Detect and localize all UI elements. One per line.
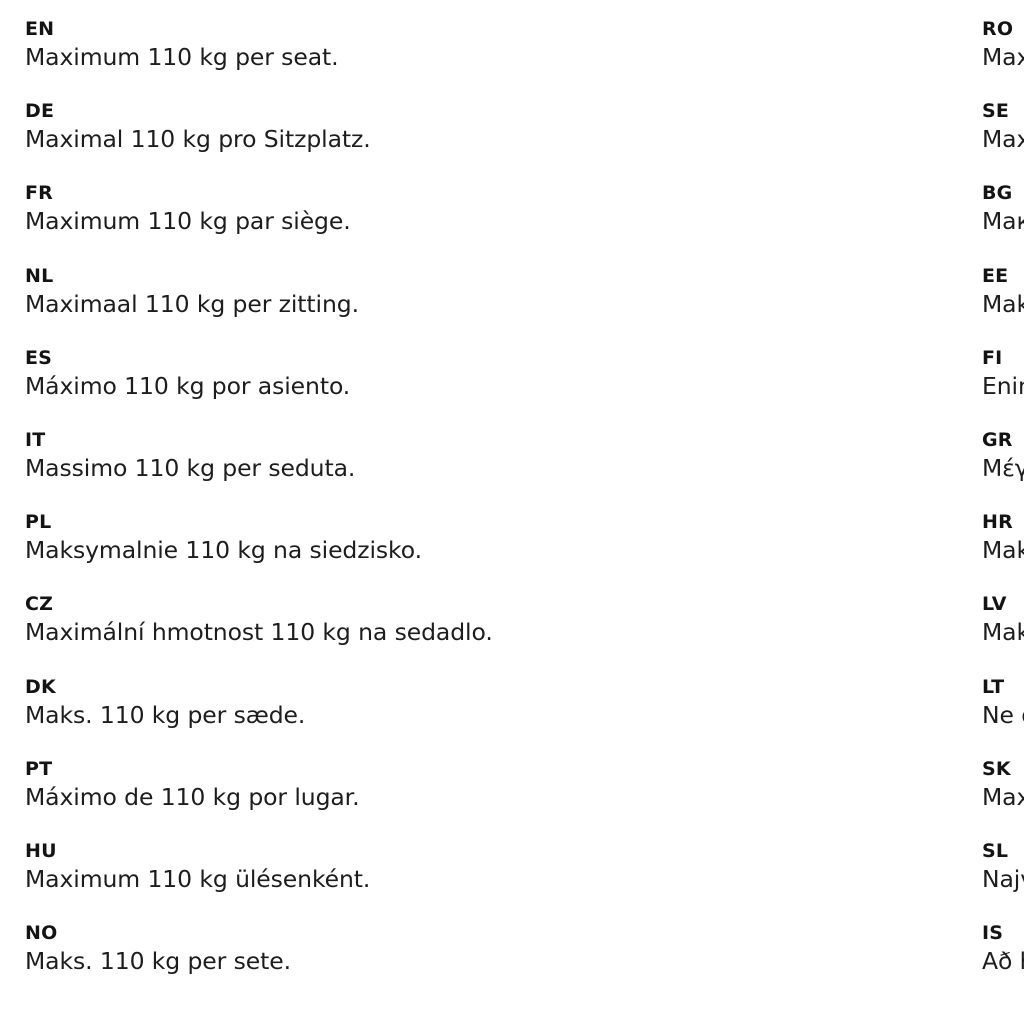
language-text: Maximálna nosnosť 110 kg na sedadlo. [982,782,1024,811]
language-text: Največ 110 kg na sedež. [982,864,1024,893]
language-column-left: EN Maximum 110 kg per seat. DE Maximal 1… [0,18,493,1004]
language-code: DE [25,100,55,123]
language-entry: BG Максимално 110 кг на седалка. [982,182,1024,264]
language-text: Максимално 110 кг на седалка. [982,207,1024,236]
language-text: Enintään 110 kg per istuin. [982,371,1024,400]
language-text: Maximalt 110 kg per säte. [982,125,1024,154]
language-entry: CZ Maximální hmotnost 110 kg na sedadlo. [25,593,493,675]
language-text: Máximo de 110 kg por lugar. [25,782,360,811]
language-code: PL [25,511,52,534]
language-entry: LV Maksimums 110 kg uz vienu sēdvietu. [982,593,1024,675]
language-entry: FR Maximum 110 kg par siège. [25,182,491,264]
language-code: HR [982,511,1013,534]
language-code: ES [25,346,53,369]
language-entry: EE Maksimaalselt 110 kg istme kohta. [982,264,1024,347]
language-text: Maks. 110 kg per sæde. [25,700,306,729]
language-text: Μέγιστο 110 κ. ανά κάθισμα. [982,453,1024,482]
language-code: NO [25,922,58,945]
language-code: LV [982,593,1007,616]
language-code: LT [982,675,1005,698]
language-code: RO [982,18,1014,40]
language-code: FR [25,182,54,205]
language-entry: DK Maks. 110 kg per sæde. [25,676,491,758]
language-text: Maks. 110 kg per sete. [25,947,291,976]
language-code: EE [982,264,1009,287]
language-entry: PT Máximo de 110 kg por lugar. [25,758,491,840]
language-entry: FI Enintään 110 kg per istuin. [982,346,1024,429]
language-text: Máximo 110 kg por asiento. [25,371,351,400]
language-text: Ne daugiau kaip 110 kg kiekvienai sėdyne… [982,700,1024,729]
language-text: Að hámarki 110 kg á hvert sæti. [982,947,1024,976]
language-entry: NL Maximaal 110 kg per zitting. [25,265,491,347]
language-entry: IS Að hámarki 110 kg á hvert sæti. [982,922,1024,1004]
language-code: CZ [25,593,54,616]
language-text: Maximální hmotnost 110 kg na sedadlo. [25,618,493,647]
language-entry: SL Največ 110 kg na sedež. [982,839,1024,922]
language-text: Maksimalno 110 kg po sjedalu. [982,536,1024,565]
language-entry: IT Massimo 110 kg per seduta. [25,429,491,511]
language-text: Massimo 110 kg per seduta. [25,453,356,482]
language-text: Maximaal 110 kg per zitting. [25,289,359,318]
language-entry: NO Maks. 110 kg per sete. [25,922,491,1004]
language-code: GR [982,428,1013,451]
language-entry: SE Maximalt 110 kg per säte. [982,100,1024,182]
language-text: Maximum 110 kg per seat. [25,43,339,71]
language-entry: ES Máximo 110 kg por asiento. [25,347,491,429]
language-text: Maximum 110 kg par siège. [25,207,351,236]
language-entry: RO Maximum 110 kg per loc. [982,18,1024,100]
language-text: Maksimums 110 kg uz vienu sēdvietu. [982,618,1024,647]
language-code: DK [25,675,56,698]
language-code: NL [25,264,54,287]
language-text: Maksymalnie 110 kg na siedzisko. [25,536,422,565]
language-column-right: RO Maximum 110 kg per loc. SE Maximalt 1… [466,18,1024,1004]
language-code: SE [982,100,1010,123]
language-entry: SK Maximálna nosnosť 110 kg na sedadlo. [982,757,1024,840]
language-code: SK [982,757,1011,780]
language-text: Maximum 110 kg ülésenként. [25,864,371,893]
language-entry: DE Maximal 110 kg pro Sitzplatz. [25,100,491,182]
language-text: Maximum 110 kg per loc. [982,43,1024,71]
language-entry: HR Maksimalno 110 kg po sjedalu. [982,511,1024,593]
language-code: PT [25,757,53,780]
language-code: EN [25,18,55,40]
language-columns: EN Maximum 110 kg per seat. DE Maximal 1… [0,18,1024,1004]
language-text: Maksimaalselt 110 kg istme kohta. [982,289,1024,318]
language-entry: GR Μέγιστο 110 κ. ανά κάθισμα. [982,428,1024,511]
language-entry: EN Maximum 110 kg per seat. [25,18,491,100]
language-code: HU [25,839,57,862]
language-text: Maximal 110 kg pro Sitzplatz. [25,125,371,154]
language-code: FI [982,346,1003,369]
language-entry: PL Maksymalnie 110 kg na siedzisko. [25,511,491,593]
language-code: BG [982,182,1013,205]
language-code: IT [25,428,46,451]
language-entry: LT Ne daugiau kaip 110 kg kiekvienai sėd… [982,675,1024,758]
language-entry: HU Maximum 110 kg ülésenként. [25,840,491,922]
language-code: IS [982,922,1004,945]
language-code: SL [982,839,1009,862]
